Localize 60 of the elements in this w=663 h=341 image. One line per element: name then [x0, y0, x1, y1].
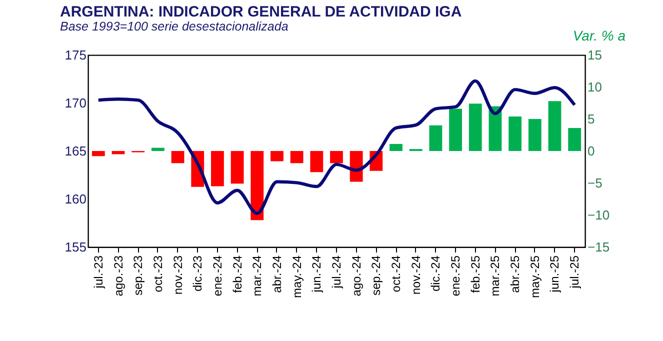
x-tick-label: sep.-23 — [131, 255, 146, 296]
y-tick-label: 165 — [64, 144, 86, 158]
chart-subtitle: Base 1993=100 serie desestacionalizada — [60, 20, 288, 34]
bar — [449, 108, 462, 151]
x-tick-label: may.-24 — [290, 255, 304, 298]
bar — [112, 151, 125, 154]
y-tick-label: 170 — [64, 96, 86, 110]
bar — [270, 151, 284, 162]
bar — [250, 151, 264, 220]
bar — [230, 151, 244, 184]
x-tick-label: jun.-24 — [310, 255, 324, 294]
y-tick-label: 175 — [64, 48, 86, 62]
y2-tick-label: 15 — [588, 48, 602, 62]
x-tick-label: sep.-24 — [369, 255, 384, 296]
bar — [429, 125, 442, 151]
x-tick-label: jul.-24 — [330, 255, 344, 290]
bar — [211, 151, 224, 186]
y2-tick-label: −5 — [588, 176, 602, 190]
y2-tick-label: 5 — [588, 112, 595, 126]
x-tick-label: oct.-23 — [150, 255, 165, 292]
bar — [171, 151, 184, 164]
x-tick-label: ago.-24 — [349, 255, 364, 296]
x-tick-label: nov.-24 — [408, 255, 423, 295]
x-tick-label: may.-25 — [528, 255, 542, 298]
bar — [290, 151, 304, 164]
chart-title: ARGENTINA: INDICADOR GENERAL DE ACTIVIDAD IGA — [60, 4, 462, 20]
bar — [468, 104, 482, 151]
x-tick-label: feb.-25 — [468, 255, 482, 293]
x-tick-label: nov.-23 — [170, 255, 185, 295]
bar — [508, 116, 522, 151]
bar — [330, 151, 343, 164]
x-tick-label: oct.-24 — [389, 255, 404, 292]
bar — [151, 148, 164, 151]
x-tick-label: abr.-25 — [508, 255, 522, 293]
x-tick-label: mar.-25 — [488, 255, 502, 296]
x-tick-label: jun.-25 — [548, 255, 562, 294]
x-tick-label: ago.-23 — [111, 255, 126, 296]
x-tick-label: abr.-24 — [270, 255, 284, 293]
y2-axis-title: Var. % a — [572, 28, 626, 44]
bar — [92, 151, 105, 156]
bar — [390, 144, 402, 151]
x-tick-label: jul.-25 — [568, 255, 582, 290]
y2-tick-label: 10 — [588, 80, 602, 94]
bar — [568, 128, 582, 151]
y-tick-label: 160 — [64, 192, 86, 206]
y2-tick-label: −15 — [588, 240, 610, 254]
bar — [310, 151, 324, 172]
x-tick-label: dic.-24 — [428, 255, 443, 292]
y2-tick-label: 0 — [588, 144, 595, 158]
x-tick-label: feb.-24 — [230, 255, 244, 293]
y2-tick-label: −10 — [588, 208, 610, 222]
x-tick-label: ene.-24 — [210, 255, 224, 296]
bar — [528, 119, 542, 151]
y-tick-label: 155 — [64, 240, 86, 254]
line-series — [96, 79, 576, 215]
bar — [548, 101, 562, 151]
x-tick-label: dic.-23 — [190, 255, 205, 292]
x-tick-label: jul.-23 — [91, 255, 106, 290]
x-tick-label: mar.-24 — [250, 255, 264, 296]
x-tick-label: ene.-25 — [448, 255, 463, 296]
